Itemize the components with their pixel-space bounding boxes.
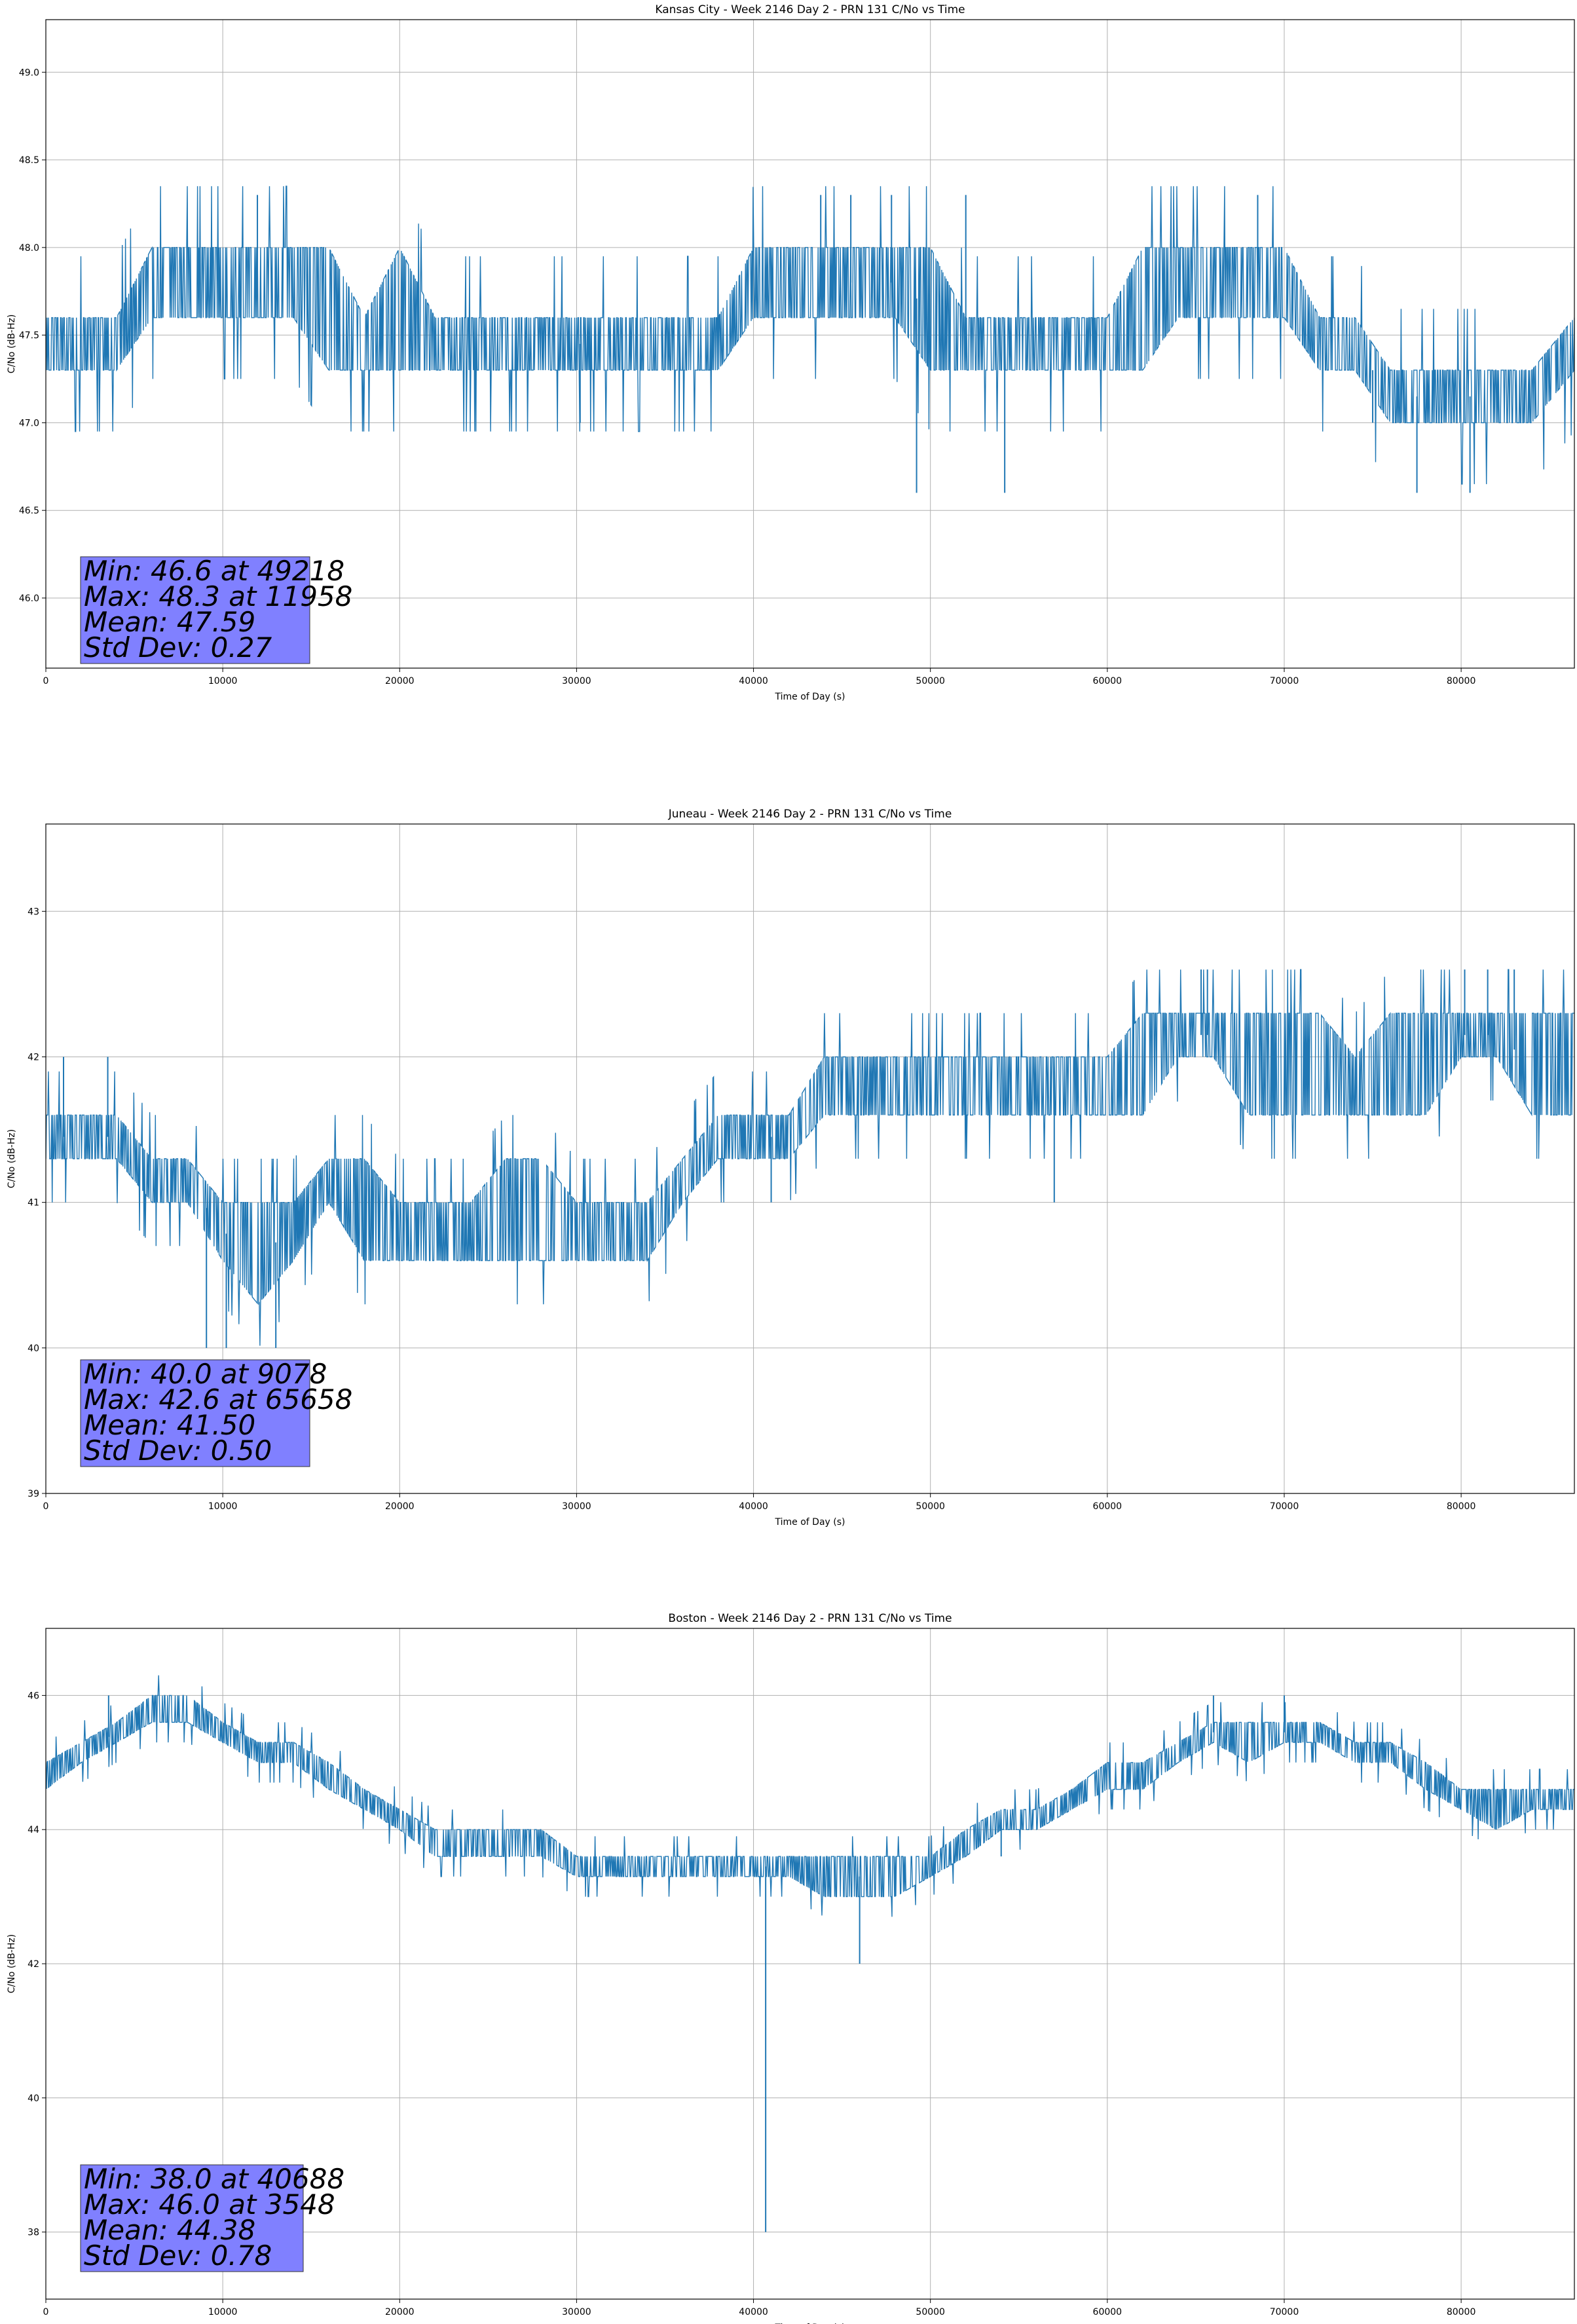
chart-title: Kansas City - Week 2146 Day 2 - PRN 131 … bbox=[655, 3, 965, 16]
x-axis-label: Time of Day (s) bbox=[775, 692, 845, 702]
stats-line: Std Dev: 0.78 bbox=[84, 2240, 272, 2272]
y-tick-label: 49.0 bbox=[19, 67, 39, 78]
x-tick-label: 30000 bbox=[562, 2307, 591, 2317]
stats-line: Mean: 47.59 bbox=[84, 606, 255, 638]
series-line bbox=[46, 185, 1574, 485]
x-tick-label: 70000 bbox=[1270, 676, 1299, 686]
stats-line: Min: 38.0 at 40688 bbox=[84, 2163, 344, 2195]
x-tick-label: 20000 bbox=[385, 1501, 415, 1512]
stats-line: Std Dev: 0.27 bbox=[84, 631, 272, 664]
chart-panels: 0 10000 20000 30000 40000 50000 60000 70000 8000… bbox=[7, 3, 1575, 2324]
x-tick-label: 10000 bbox=[208, 2307, 238, 2317]
chart-title: Juneau - Week 2146 Day 2 - PRN 131 C/No … bbox=[668, 808, 952, 821]
x-axis-label: Time of Day (s) bbox=[775, 1517, 845, 1527]
series-line bbox=[46, 969, 1574, 1346]
stats-line: Mean: 44.38 bbox=[84, 2214, 255, 2246]
x-tick-label: 70000 bbox=[1270, 2307, 1299, 2317]
stats-box-background bbox=[80, 556, 310, 664]
x-tick-label: 20000 bbox=[385, 2307, 415, 2317]
x-tick-label: 40000 bbox=[739, 2307, 768, 2317]
y-tick-label: 40 bbox=[28, 1343, 39, 1354]
x-tick-label: 30000 bbox=[562, 1501, 591, 1512]
y-axis-label: C/No (dB-Hz) bbox=[7, 1934, 17, 1993]
stats-line: Max: 48.3 at 11958 bbox=[84, 580, 352, 612]
x-tick-label: 20000 bbox=[385, 676, 415, 686]
y-axis-label: C/No (dB-Hz) bbox=[7, 314, 17, 373]
chart-panel-1: 0 10000 20000 30000 40000 50000 60000 70000 8000… bbox=[7, 3, 1575, 702]
x-tick-label: 80000 bbox=[1447, 2307, 1476, 2317]
stats-line: Std Dev: 0.50 bbox=[84, 1434, 272, 1467]
y-tick-label: 48.5 bbox=[19, 155, 39, 166]
x-axis-label: Time of Day (s) bbox=[775, 2323, 845, 2324]
axes-frame bbox=[45, 823, 1575, 1494]
chart-panel-3: 0 10000 20000 30000 40000 50000 60000 70000 8000… bbox=[7, 1612, 1575, 2324]
stats-line: Max: 42.6 at 65658 bbox=[84, 1383, 352, 1415]
y-tick-label: 47.5 bbox=[19, 331, 39, 341]
y-tick-label: 47.0 bbox=[19, 418, 39, 428]
x-tick-label: 40000 bbox=[739, 676, 768, 686]
stats-line: Min: 46.6 at 49218 bbox=[84, 555, 344, 587]
x-tick-label: 60000 bbox=[1093, 676, 1122, 686]
x-tick-label: 0 bbox=[43, 2307, 49, 2317]
stats-line: Max: 46.0 at 3548 bbox=[84, 2188, 335, 2221]
x-tick-label: 50000 bbox=[916, 2307, 945, 2317]
y-tick-label: 38 bbox=[28, 2228, 39, 2238]
x-tick-label: 50000 bbox=[916, 676, 945, 686]
y-tick-label: 42 bbox=[28, 1052, 39, 1062]
y-tick-label: 48.0 bbox=[19, 243, 39, 253]
x-tick-label: 40000 bbox=[739, 1501, 768, 1512]
y-tick-label: 46.5 bbox=[19, 506, 39, 516]
x-tick-label: 60000 bbox=[1093, 2307, 1122, 2317]
series-line bbox=[46, 1675, 1574, 1917]
stats-box-background bbox=[80, 2164, 304, 2272]
x-tick-label: 50000 bbox=[916, 1501, 945, 1512]
stats-box-background bbox=[80, 1359, 310, 1467]
y-tick-label: 40 bbox=[28, 2093, 39, 2104]
y-tick-label: 41 bbox=[28, 1198, 39, 1209]
chart-title: Boston - Week 2146 Day 2 - PRN 131 C/No … bbox=[668, 1612, 952, 1625]
y-tick-label: 44 bbox=[28, 1825, 39, 1835]
axes-frame bbox=[45, 19, 1575, 669]
y-tick-label: 42 bbox=[28, 1959, 39, 1970]
x-tick-label: 10000 bbox=[208, 1501, 238, 1512]
x-tick-label: 10000 bbox=[208, 676, 238, 686]
y-tick-label: 43 bbox=[28, 907, 39, 917]
y-tick-label: 46 bbox=[28, 1691, 39, 1701]
y-tick-label: 39 bbox=[28, 1489, 39, 1499]
x-tick-label: 60000 bbox=[1093, 1501, 1122, 1512]
y-axis-label: C/No (dB-Hz) bbox=[7, 1129, 17, 1188]
x-tick-label: 80000 bbox=[1447, 1501, 1476, 1512]
x-tick-label: 30000 bbox=[562, 676, 591, 686]
stats-line: Min: 40.0 at 9078 bbox=[84, 1358, 327, 1390]
x-tick-label: 0 bbox=[43, 676, 49, 686]
y-tick-label: 46.0 bbox=[19, 593, 39, 604]
x-tick-label: 70000 bbox=[1270, 1501, 1299, 1512]
stats-line: Mean: 41.50 bbox=[84, 1409, 255, 1441]
x-tick-label: 80000 bbox=[1447, 676, 1476, 686]
x-tick-label: 0 bbox=[43, 1501, 49, 1512]
chart-panel-2: 0 10000 20000 30000 40000 50000 60000 70000 8000… bbox=[7, 808, 1575, 1527]
